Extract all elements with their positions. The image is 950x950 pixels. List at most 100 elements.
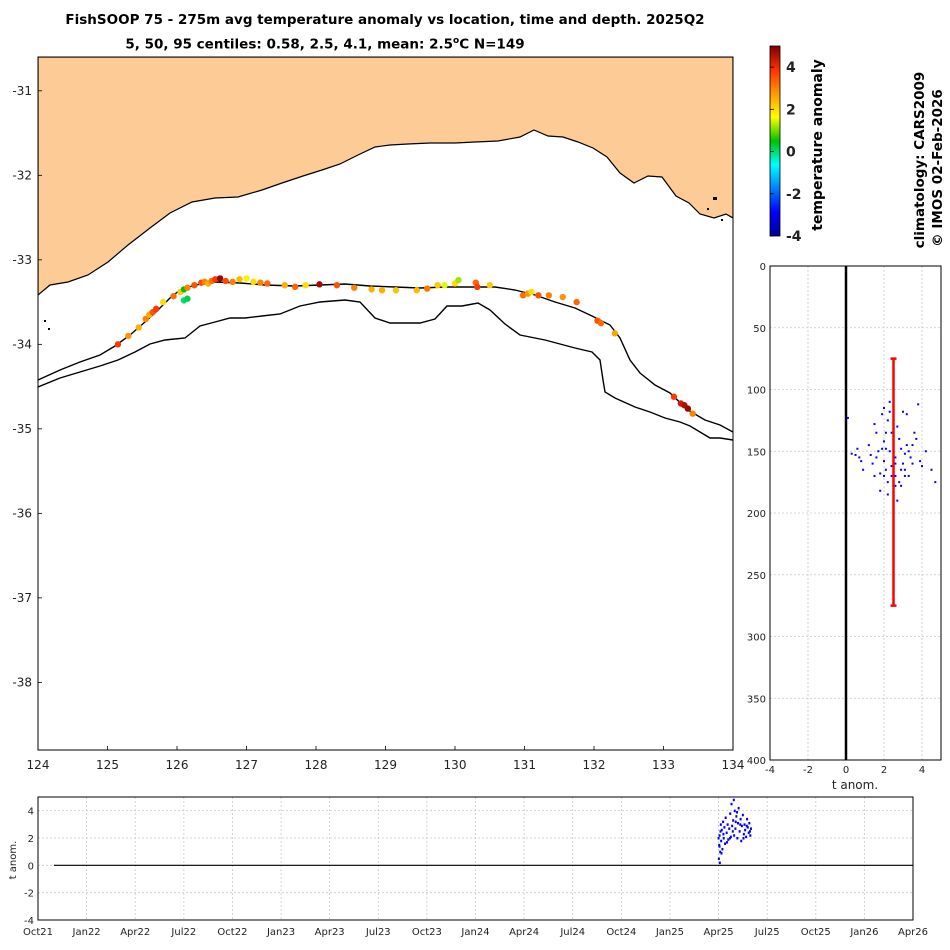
time-point — [724, 816, 727, 819]
time-point — [718, 834, 721, 837]
depth-point — [879, 489, 882, 492]
depth-ytick-label: 50 — [753, 324, 766, 335]
depth-point — [883, 460, 885, 463]
map-ytick-label: -35 — [12, 422, 32, 436]
time-point — [737, 821, 739, 825]
depth-point — [900, 484, 903, 487]
map-point — [142, 315, 149, 323]
time-xtick-label: Jul23 — [365, 927, 391, 938]
map-point — [474, 283, 481, 291]
depth-point — [915, 437, 918, 440]
time-point — [717, 857, 720, 860]
map-point — [184, 295, 191, 302]
map-point — [250, 278, 257, 286]
map-point — [114, 341, 122, 348]
map-point — [689, 410, 696, 417]
depth-point — [934, 481, 937, 484]
depth-xtick-label: 0 — [843, 765, 849, 776]
time-point — [742, 837, 745, 840]
time-point — [724, 842, 727, 845]
depth-ytick-label: 150 — [747, 447, 766, 458]
time-point — [736, 837, 739, 840]
depth-point — [884, 431, 887, 434]
map-point — [216, 275, 224, 282]
time-xtick-label: Jan26 — [849, 927, 878, 938]
map-point — [392, 287, 400, 294]
chart-title: FishSOOP 75 - 275m avg temperature anoma… — [65, 12, 705, 28]
depth-point — [846, 416, 849, 419]
time-point — [733, 809, 736, 813]
time-point — [722, 832, 725, 836]
depth-xtick-label: -4 — [765, 765, 775, 776]
depth-point — [903, 452, 906, 455]
time-xtick-label: Oct25 — [801, 927, 831, 938]
map-ytick-label: -31 — [12, 84, 32, 98]
depth-point — [883, 474, 885, 477]
map-panel: 124 125 126 127 128 129 130 131 132 133 134 -31 -32… — [12, 56, 744, 772]
shelf-contour-outer — [38, 299, 733, 441]
land-mass — [38, 57, 733, 296]
depth-point — [881, 447, 884, 450]
depth-point — [890, 431, 893, 434]
depth-ytick-label: 350 — [747, 694, 766, 705]
depth-point — [883, 440, 885, 443]
time-xtick-label: Oct22 — [217, 927, 247, 938]
depth-point — [900, 447, 903, 450]
depth-panel: -4 -2 0 2 4 0 50 100 150 200 250 300 350 400 t anom. — [747, 262, 942, 792]
time-point — [720, 839, 723, 843]
map-point — [528, 288, 535, 296]
depth-point — [883, 407, 885, 410]
map-point — [222, 277, 229, 285]
time-point — [725, 841, 728, 844]
map-point — [670, 393, 678, 400]
depth-ytick-label: 100 — [747, 386, 766, 397]
depth-point — [919, 460, 922, 463]
depth-xtick-label: 2 — [881, 765, 887, 776]
time-xtick-label: Apr24 — [509, 927, 539, 938]
time-point — [728, 827, 731, 830]
time-point — [740, 839, 743, 843]
time-point — [725, 831, 728, 835]
copyright-label: © IMOS 02-Feb-2026 — [930, 89, 946, 247]
depth-point — [924, 450, 927, 453]
time-point — [743, 823, 746, 826]
time-point — [718, 843, 721, 847]
depth-point — [903, 468, 906, 471]
time-point — [748, 830, 751, 833]
depth-point — [902, 462, 904, 465]
map-point — [545, 292, 553, 299]
map-point — [441, 281, 448, 289]
time-ylabel: t anom. — [8, 841, 19, 880]
map-xtick-label: 128 — [305, 758, 328, 772]
depth-point — [896, 425, 899, 428]
time-xtick-label: Apr22 — [120, 927, 150, 938]
depth-point — [890, 474, 893, 477]
time-ytick-label: -2 — [24, 889, 34, 900]
colorbar-tick-label: 4 — [786, 60, 796, 76]
depth-ytick-label: 250 — [747, 571, 766, 582]
map-point — [236, 276, 243, 283]
time-point — [719, 850, 722, 854]
depth-point — [875, 431, 878, 434]
depth-point — [900, 468, 903, 471]
colorbar-tick-label: 0 — [786, 145, 796, 161]
map-point — [424, 285, 431, 292]
depth-point — [856, 447, 859, 450]
depth-point — [862, 468, 865, 471]
map-point — [351, 284, 358, 291]
time-point — [717, 837, 720, 840]
depth-xlabel: t anom. — [832, 778, 878, 792]
depth-point — [905, 413, 908, 416]
depth-point — [884, 468, 887, 471]
depth-xtick-label: 4 — [919, 765, 925, 776]
time-panel: Oct21 Jan22 Apr22 Jul22 Oct22 Jan23 Apr23 Jul23… — [8, 796, 928, 938]
depth-point — [896, 499, 899, 502]
time-xtick-label: Jan25 — [655, 927, 684, 938]
time-point — [731, 830, 734, 833]
depth-point — [884, 447, 887, 450]
depth-point — [873, 423, 876, 426]
time-point — [726, 823, 729, 826]
map-point — [455, 276, 462, 284]
time-ytick-label: 4 — [28, 807, 34, 818]
